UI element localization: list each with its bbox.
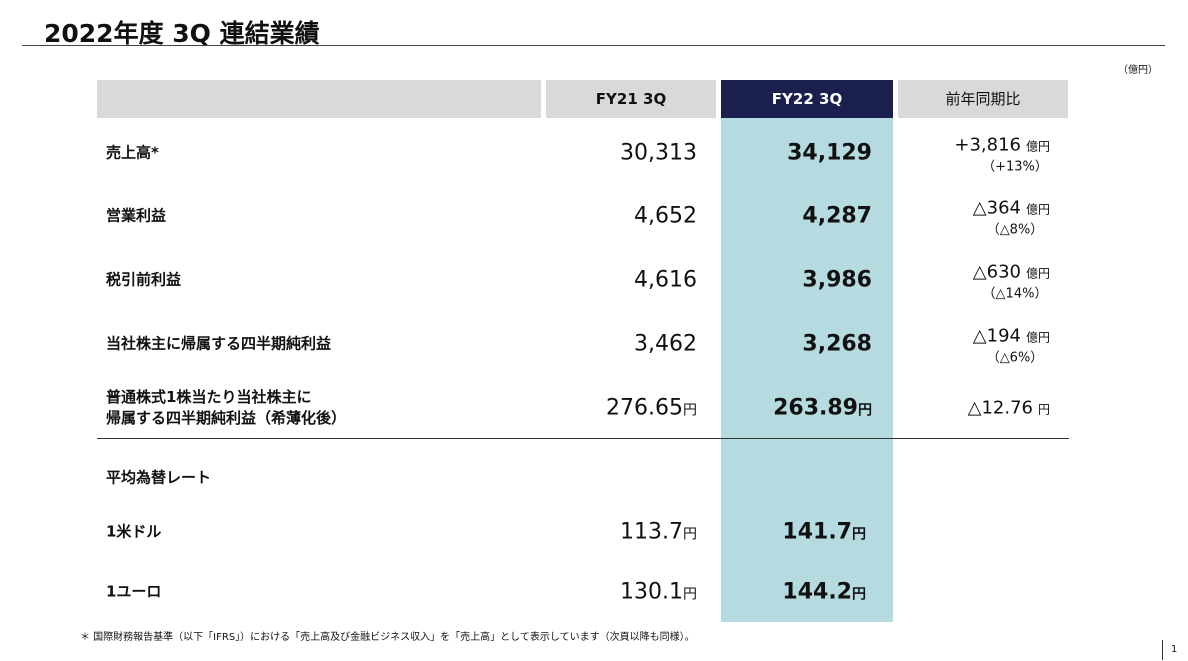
value-cell: 113.7円: [620, 520, 697, 545]
row-label: 当社株主に帰属する四半期純利益: [106, 334, 331, 355]
unit: 円: [683, 526, 697, 543]
value: 4,287: [802, 203, 872, 229]
label-line: 1米ドル: [106, 522, 162, 541]
label-line: 営業利益: [106, 206, 167, 225]
slide-title: 2022年度 3Q 連結業績: [44, 19, 320, 48]
change-pct: （△14%）: [982, 286, 1048, 302]
footnote: ＊ 国際財務報告基準（以下「IFRS」）における「売上高及び金融ビジネス収入」を…: [80, 632, 695, 643]
value-cell: 4,652: [634, 204, 697, 229]
highlight-column: [721, 118, 893, 622]
value-cell: 3,268: [802, 332, 872, 357]
unit: 円: [852, 526, 866, 543]
row-label: 普通株式1株当たり当社株主に帰属する四半期純利益（希薄化後）: [106, 387, 346, 429]
separator: [97, 438, 1069, 439]
section-title: 平均為替レート: [106, 468, 212, 487]
row-label: 1ユーロ: [106, 582, 161, 603]
change-cell: △630 億円: [973, 262, 1050, 283]
value: 4,616: [634, 267, 697, 293]
value: 141.7: [782, 519, 852, 545]
value-cell: 144.2円: [782, 580, 866, 605]
value-cell: 4,616: [634, 268, 697, 293]
value: 263.89: [773, 395, 858, 421]
value: 3,462: [634, 331, 697, 357]
title-rule: [22, 45, 1165, 46]
change-value: +3,816: [954, 134, 1021, 156]
header-cell: FY22 3Q: [721, 80, 893, 118]
label-line: 1ユーロ: [106, 582, 162, 601]
value-cell: 263.89円: [773, 396, 872, 421]
header-cell: FY21 3Q: [546, 80, 716, 118]
change-pct: （△6%）: [986, 350, 1044, 366]
change-unit: 億円: [1025, 202, 1050, 217]
change-unit: 億円: [1025, 330, 1050, 345]
label-line: 帰属する四半期純利益（希薄化後）: [106, 409, 347, 427]
change-cell: △194 億円: [973, 326, 1050, 347]
value-cell: 130.1円: [620, 580, 697, 605]
unit: 円: [852, 586, 866, 603]
row-label: 1米ドル: [106, 522, 161, 543]
row-label: 税引前利益: [106, 270, 181, 291]
value: 144.2: [782, 579, 852, 605]
value: 4,652: [634, 203, 697, 229]
value-cell: 3,462: [634, 332, 697, 357]
change-cell: △364 億円: [973, 198, 1050, 219]
change-value: △630: [972, 261, 1021, 283]
value: 3,986: [802, 267, 872, 293]
page-number: 1: [1162, 640, 1177, 660]
change-unit: 億円: [1025, 139, 1050, 154]
change-cell: △12.76 円: [968, 398, 1050, 419]
change-unit: 円: [1037, 402, 1050, 417]
value-cell: 141.7円: [782, 520, 866, 545]
label-line: 普通株式1株当たり当社株主に: [106, 388, 312, 406]
value-cell: 3,986: [802, 268, 872, 293]
label-line: 当社株主に帰属する四半期純利益: [106, 334, 332, 353]
change-unit: 億円: [1025, 266, 1050, 281]
value: 113.7: [620, 519, 683, 545]
value: 276.65: [606, 395, 683, 421]
change-value: △12.76: [967, 397, 1033, 419]
value-cell: 30,313: [620, 141, 697, 166]
change-value: △364: [972, 197, 1021, 219]
label-line: 売上高*: [106, 143, 159, 162]
change-cell: +3,816 億円: [954, 135, 1050, 156]
value: 30,313: [620, 140, 697, 166]
unit-note: （億円）: [1118, 65, 1158, 76]
value: 3,268: [802, 331, 872, 357]
change-pct: （△8%）: [986, 222, 1044, 238]
label-line: 税引前利益: [106, 270, 182, 289]
change-value: △194: [972, 325, 1021, 347]
value: 34,129: [787, 140, 872, 166]
value-cell: 34,129: [787, 141, 872, 166]
value-cell: 4,287: [802, 204, 872, 229]
row-label: 売上高*: [106, 143, 159, 164]
change-pct: （+13%）: [982, 159, 1048, 175]
unit: 円: [858, 402, 872, 419]
unit: 円: [683, 402, 697, 419]
value-cell: 276.65円: [606, 396, 697, 421]
header-cell: [97, 80, 541, 118]
value: 130.1: [620, 579, 683, 605]
unit: 円: [683, 586, 697, 603]
header-cell: 前年同期比: [898, 80, 1068, 118]
row-label: 営業利益: [106, 206, 166, 227]
